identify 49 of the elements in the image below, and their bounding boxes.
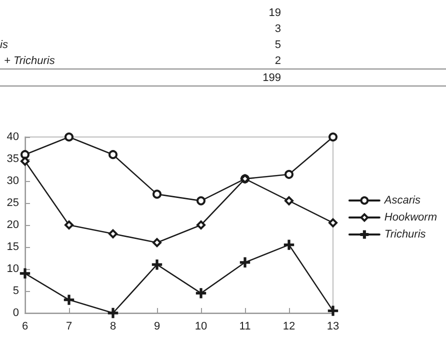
- text: 19: [268, 7, 281, 19]
- point: [284, 170, 294, 179]
- point: [152, 190, 162, 199]
- point: [64, 294, 74, 305]
- y-tick-label: 40: [6, 131, 19, 143]
- legend-label: Trichuris: [384, 228, 426, 240]
- point: [20, 268, 30, 278]
- point: [64, 132, 74, 142]
- text: 3: [274, 23, 281, 35]
- legend-label: Ascaris: [383, 194, 421, 206]
- point: [196, 288, 206, 298]
- point: [328, 306, 338, 316]
- point: [328, 218, 338, 228]
- y-tick-label: 25: [6, 197, 19, 209]
- x-tick-label: 13: [326, 320, 340, 332]
- x-tick-label: 7: [66, 320, 72, 332]
- point: [284, 240, 294, 250]
- y-tick-label: 20: [6, 219, 19, 231]
- point: [108, 229, 118, 238]
- text: 2: [274, 55, 281, 67]
- y-tick-label: 35: [6, 153, 19, 165]
- point: [152, 260, 162, 270]
- y-tick-label: 10: [6, 263, 19, 275]
- x-tick-label: 11: [239, 320, 251, 332]
- x-tick-label: 8: [110, 320, 116, 332]
- x-tick-label: 6: [22, 320, 28, 332]
- point: [196, 196, 206, 206]
- y-tick-label: 5: [12, 285, 19, 297]
- legend-label: Hookworm: [384, 212, 438, 224]
- x-tick-label: 9: [154, 320, 160, 332]
- point: [64, 220, 74, 230]
- x-tick-label: 12: [282, 320, 296, 332]
- point: [20, 150, 30, 160]
- point: [152, 238, 162, 248]
- x-tick-label: 10: [194, 320, 208, 332]
- text: 5: [274, 39, 281, 51]
- point: [328, 132, 338, 142]
- point: [240, 257, 250, 268]
- text: + Trichuris: [4, 55, 56, 67]
- point: [108, 150, 118, 160]
- point: [196, 220, 206, 230]
- point: [284, 196, 294, 206]
- y-tick-label: 30: [6, 175, 19, 187]
- y-tick-label: 0: [12, 307, 19, 319]
- point: [108, 308, 118, 318]
- point: [20, 156, 30, 166]
- text: is: [0, 39, 8, 51]
- y-tick-label: 15: [6, 241, 19, 253]
- text: 199: [262, 72, 281, 84]
